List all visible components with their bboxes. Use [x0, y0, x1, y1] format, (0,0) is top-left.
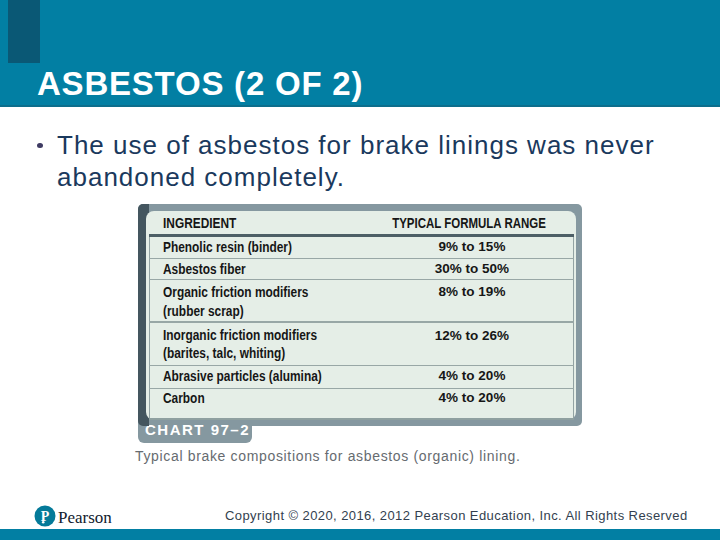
svg-text:P: P: [41, 509, 50, 524]
